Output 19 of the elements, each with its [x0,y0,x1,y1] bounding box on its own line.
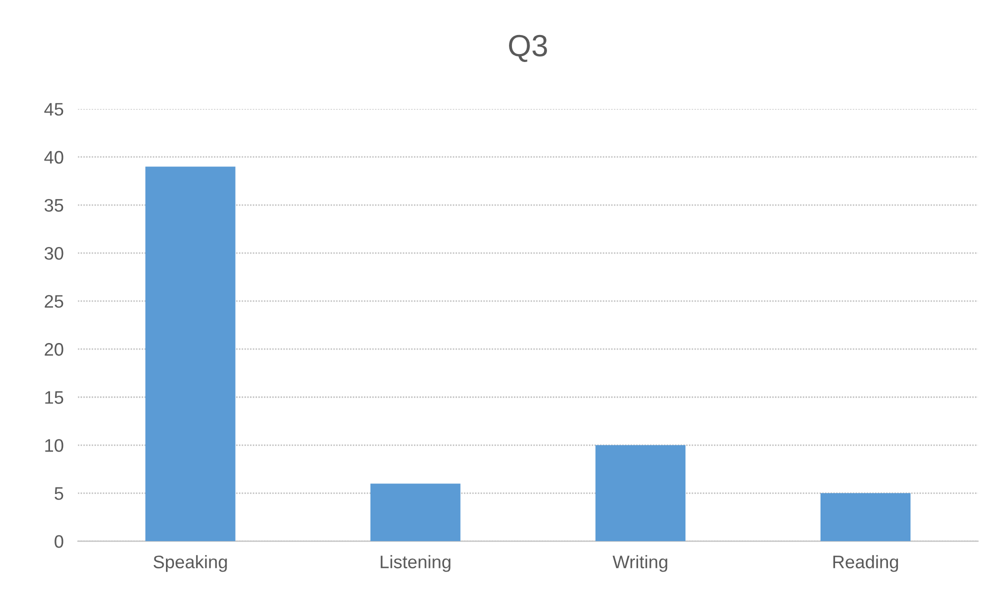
y-tick-label: 45 [44,103,64,116]
y-tick-label: 35 [44,198,64,212]
y-tick-label: 30 [44,246,64,260]
y-tick-label: 0 [54,535,64,548]
bar [370,484,460,542]
y-tick-label: 5 [54,487,64,500]
y-tick-label: 15 [45,391,64,404]
bar [820,493,911,542]
bar [145,166,236,542]
y-tick-label: 40 [44,150,64,164]
y-tick-label: 10 [45,439,64,452]
y-tick-label: 20 [44,343,64,356]
x-tick-label: Listening [380,555,450,572]
x-tick-label: Reading [833,555,898,572]
x-tick-label: Speaking [154,555,227,572]
y-tick-label: 25 [44,295,64,308]
chart-title: Q3 [509,34,547,62]
bar [595,445,686,542]
x-tick-label: Writing [612,555,668,572]
